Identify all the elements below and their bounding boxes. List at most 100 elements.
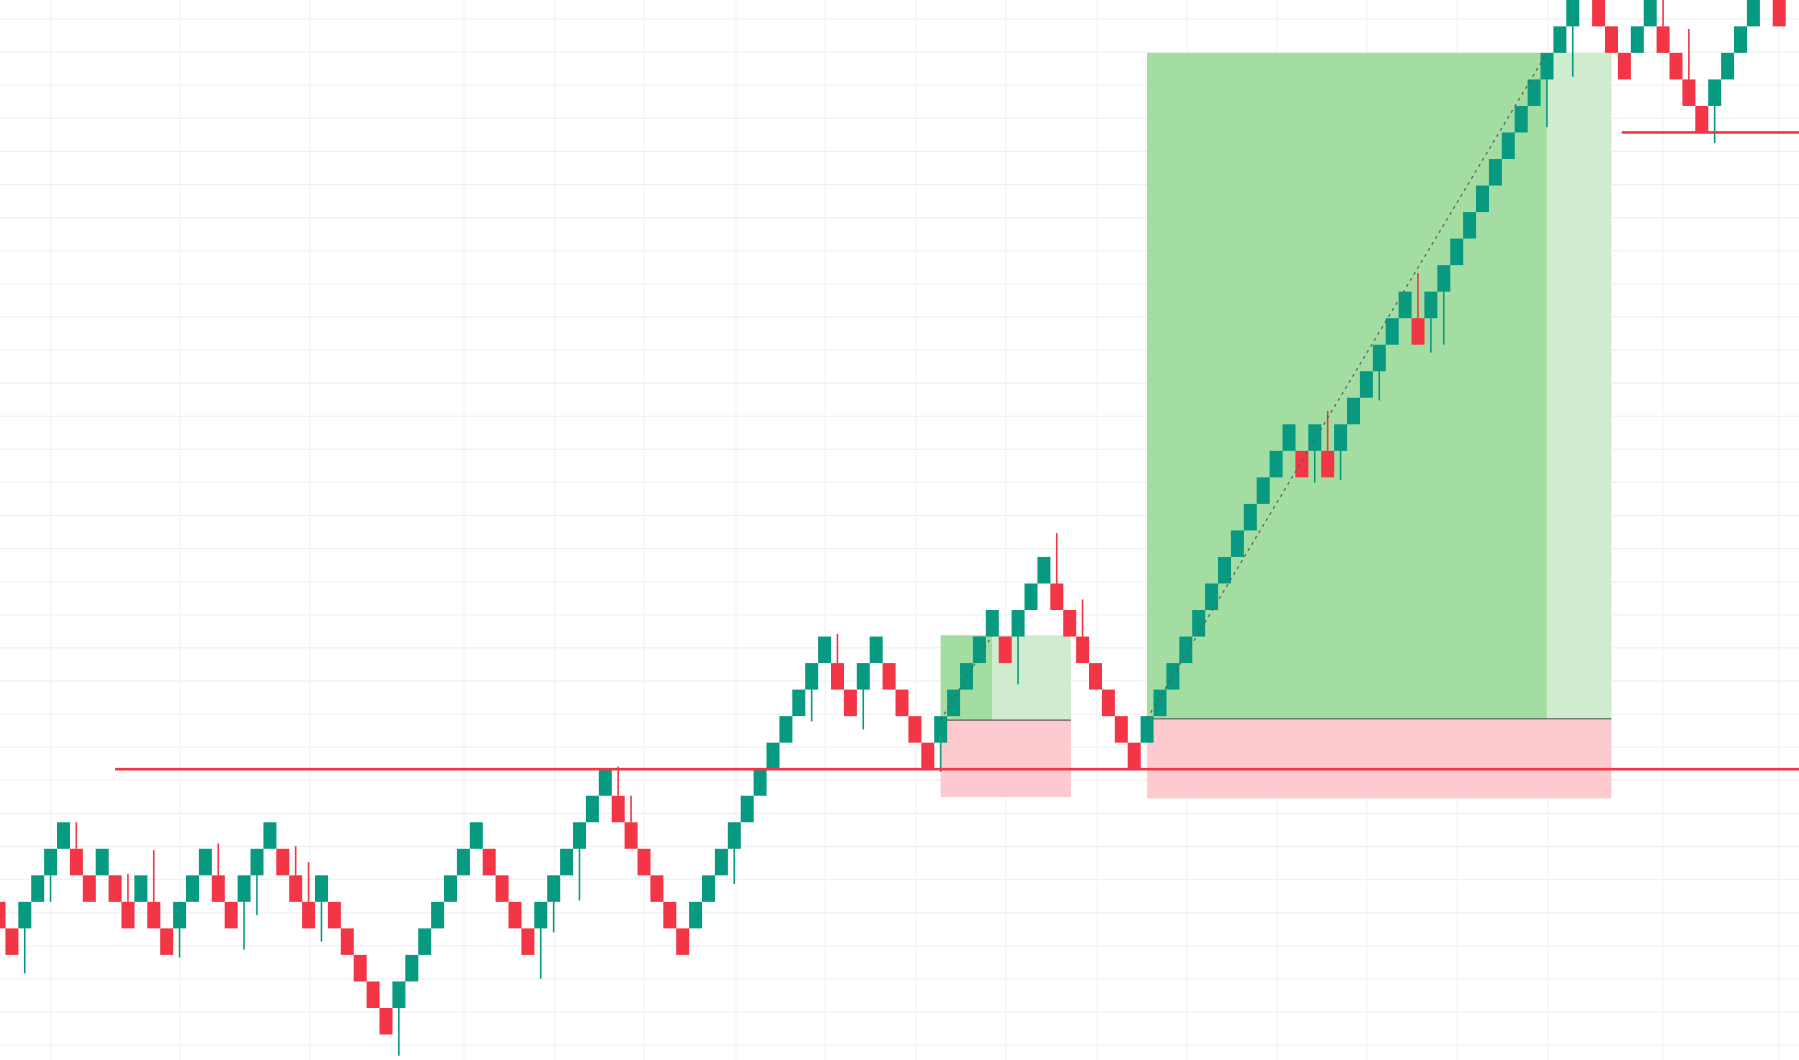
- brick-down: [1605, 26, 1618, 53]
- brick-up: [418, 928, 432, 955]
- brick-up: [714, 848, 728, 876]
- brick-down: [495, 875, 509, 902]
- brick-up: [753, 769, 767, 796]
- brick-down: [843, 689, 857, 717]
- brick-up: [263, 822, 277, 849]
- brick-up: [1024, 583, 1038, 611]
- brick-down: [831, 663, 844, 690]
- brick-up: [1514, 105, 1528, 133]
- brick-up: [44, 848, 58, 876]
- brick-up: [818, 636, 832, 664]
- brick-up: [315, 875, 328, 902]
- brick-up: [1140, 716, 1154, 743]
- position-target-zone: [1546, 52, 1612, 719]
- brick-down: [1656, 26, 1670, 53]
- brick-up: [186, 875, 199, 902]
- brick-up: [534, 901, 548, 929]
- brick-up: [444, 875, 457, 902]
- brick-down: [366, 981, 380, 1008]
- brick-up: [560, 848, 574, 876]
- brick-down: [1682, 79, 1696, 106]
- brick-up: [134, 875, 148, 902]
- brick-up: [1179, 636, 1193, 664]
- wicks: [23, 0, 1716, 1056]
- brick-up: [18, 901, 32, 929]
- brick-up: [1643, 0, 1657, 27]
- position-tools[interactable]: [940, 52, 1612, 799]
- brick-up: [1218, 556, 1231, 584]
- position-stop-zone: [940, 720, 1071, 798]
- brick-up: [31, 875, 45, 902]
- brick-up: [1308, 424, 1322, 451]
- horizontal-lines[interactable]: [115, 131, 1799, 771]
- brick-up: [1011, 610, 1025, 637]
- brick-down: [521, 928, 535, 955]
- brick-down: [1592, 0, 1606, 27]
- brick-down: [998, 636, 1012, 664]
- brick-up: [1372, 344, 1386, 372]
- brick-up: [95, 848, 109, 876]
- brick-up: [1527, 79, 1541, 106]
- brick-down: [211, 875, 225, 902]
- brick-up: [1243, 503, 1257, 531]
- brick-up: [456, 848, 470, 876]
- brick-down: [340, 928, 354, 955]
- brick-down: [69, 848, 83, 876]
- brick-down: [1321, 450, 1335, 478]
- brick-down: [624, 822, 638, 849]
- brick-down: [611, 795, 625, 823]
- position-price-path: [940, 634, 993, 721]
- brick-down: [1695, 105, 1709, 133]
- brick-up: [585, 795, 599, 823]
- brick-down: [921, 742, 935, 770]
- brick-up: [766, 742, 780, 770]
- brick-up: [934, 716, 948, 743]
- brick-down: [1411, 318, 1425, 345]
- brick-up: [1630, 26, 1644, 53]
- brick-down: [1295, 450, 1309, 478]
- brick-down: [224, 901, 238, 929]
- brick-down: [508, 901, 522, 929]
- brick-down: [1127, 742, 1141, 770]
- brick-down: [1050, 583, 1064, 611]
- brick-up: [1359, 371, 1373, 398]
- brick-up: [547, 875, 561, 902]
- brick-down: [1076, 636, 1090, 664]
- brick-up: [1334, 424, 1348, 451]
- brick-up: [805, 663, 819, 690]
- brick-down: [276, 848, 290, 876]
- brick-up: [1566, 0, 1580, 27]
- brick-up: [598, 769, 612, 796]
- brick-up: [1721, 52, 1735, 80]
- brick-down: [650, 875, 664, 902]
- brick-up: [947, 689, 961, 717]
- brick-down: [160, 928, 174, 955]
- brick-down: [82, 875, 96, 902]
- brick-down: [302, 901, 316, 929]
- brick-down: [895, 689, 909, 717]
- brick-down: [882, 663, 896, 690]
- position-stop-zone: [1147, 718, 1612, 799]
- brick-up: [1205, 583, 1219, 611]
- brick-up: [689, 901, 703, 929]
- brick-up: [392, 981, 406, 1008]
- brick-up: [1037, 556, 1051, 584]
- brick-up: [869, 636, 883, 664]
- brick-down: [663, 901, 677, 929]
- brick-up: [727, 822, 741, 849]
- brick-up: [431, 901, 445, 929]
- brick-up: [960, 663, 973, 690]
- brick-up: [1488, 159, 1502, 186]
- position-paths: [940, 52, 1548, 721]
- brick-up: [573, 822, 586, 849]
- brick-up: [1385, 318, 1399, 345]
- brick-down: [482, 848, 496, 876]
- brick-up: [985, 610, 999, 637]
- brick-down: [353, 954, 367, 982]
- bricks: [0, 0, 1786, 1035]
- brick-up: [972, 636, 986, 664]
- brick-down: [1669, 52, 1683, 80]
- brick-up: [405, 954, 419, 982]
- brick-up: [1540, 52, 1554, 80]
